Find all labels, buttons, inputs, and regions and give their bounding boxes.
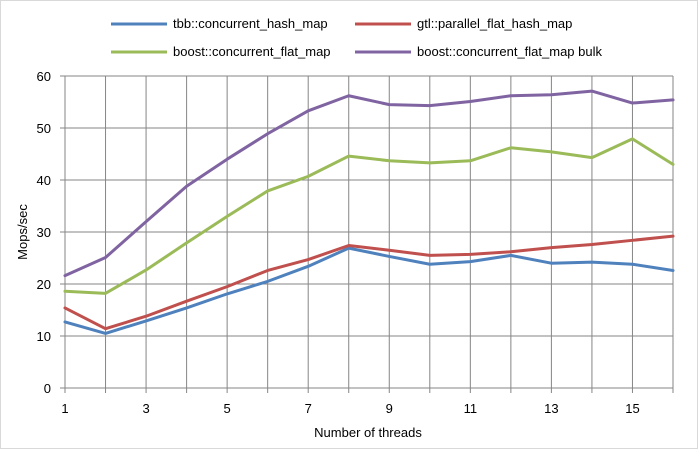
legend-item-boost: boost::concurrent_flat_map: [111, 44, 331, 59]
series-line-0: [63, 246, 675, 335]
legend-label-boost: boost::concurrent_flat_map: [173, 44, 331, 59]
x-axis-label: Number of threads: [314, 425, 422, 440]
legend-label-boost-bulk: boost::concurrent_flat_map bulk: [417, 44, 602, 59]
y-tick-label: 0: [44, 381, 51, 396]
legend: tbb::concurrent_hash_map gtl::parallel_f…: [111, 16, 602, 59]
legend-label-gtl: gtl::parallel_flat_hash_map: [417, 16, 572, 31]
y-tick-label: 60: [37, 69, 51, 84]
y-tick-label: 30: [37, 225, 51, 240]
legend-item-gtl: gtl::parallel_flat_hash_map: [355, 16, 572, 31]
y-axis-label: Mops/sec: [15, 204, 30, 260]
series-line-2: [63, 137, 675, 295]
legend-item-tbb: tbb::concurrent_hash_map: [111, 16, 328, 31]
series-line-3: [63, 89, 675, 278]
x-tick-label: 7: [305, 401, 312, 416]
y-tick-label: 40: [37, 173, 51, 188]
series-lines: [63, 89, 675, 335]
x-tick-label: 9: [386, 401, 393, 416]
series-line-1: [63, 234, 675, 331]
x-tick-label: 15: [625, 401, 639, 416]
x-tick-label: 13: [544, 401, 558, 416]
y-tick-label: 50: [37, 121, 51, 136]
y-tick-label: 10: [37, 329, 51, 344]
x-tick-label: 1: [61, 401, 68, 416]
grid-lines: [64, 75, 674, 389]
x-tick-label: 5: [224, 401, 231, 416]
legend-label-tbb: tbb::concurrent_hash_map: [173, 16, 328, 31]
x-tick-label: 3: [142, 401, 149, 416]
axes: [60, 75, 674, 393]
legend-item-boost-bulk: boost::concurrent_flat_map bulk: [355, 44, 602, 59]
y-tick-label: 20: [37, 277, 51, 292]
x-tick-label: 11: [464, 401, 478, 416]
